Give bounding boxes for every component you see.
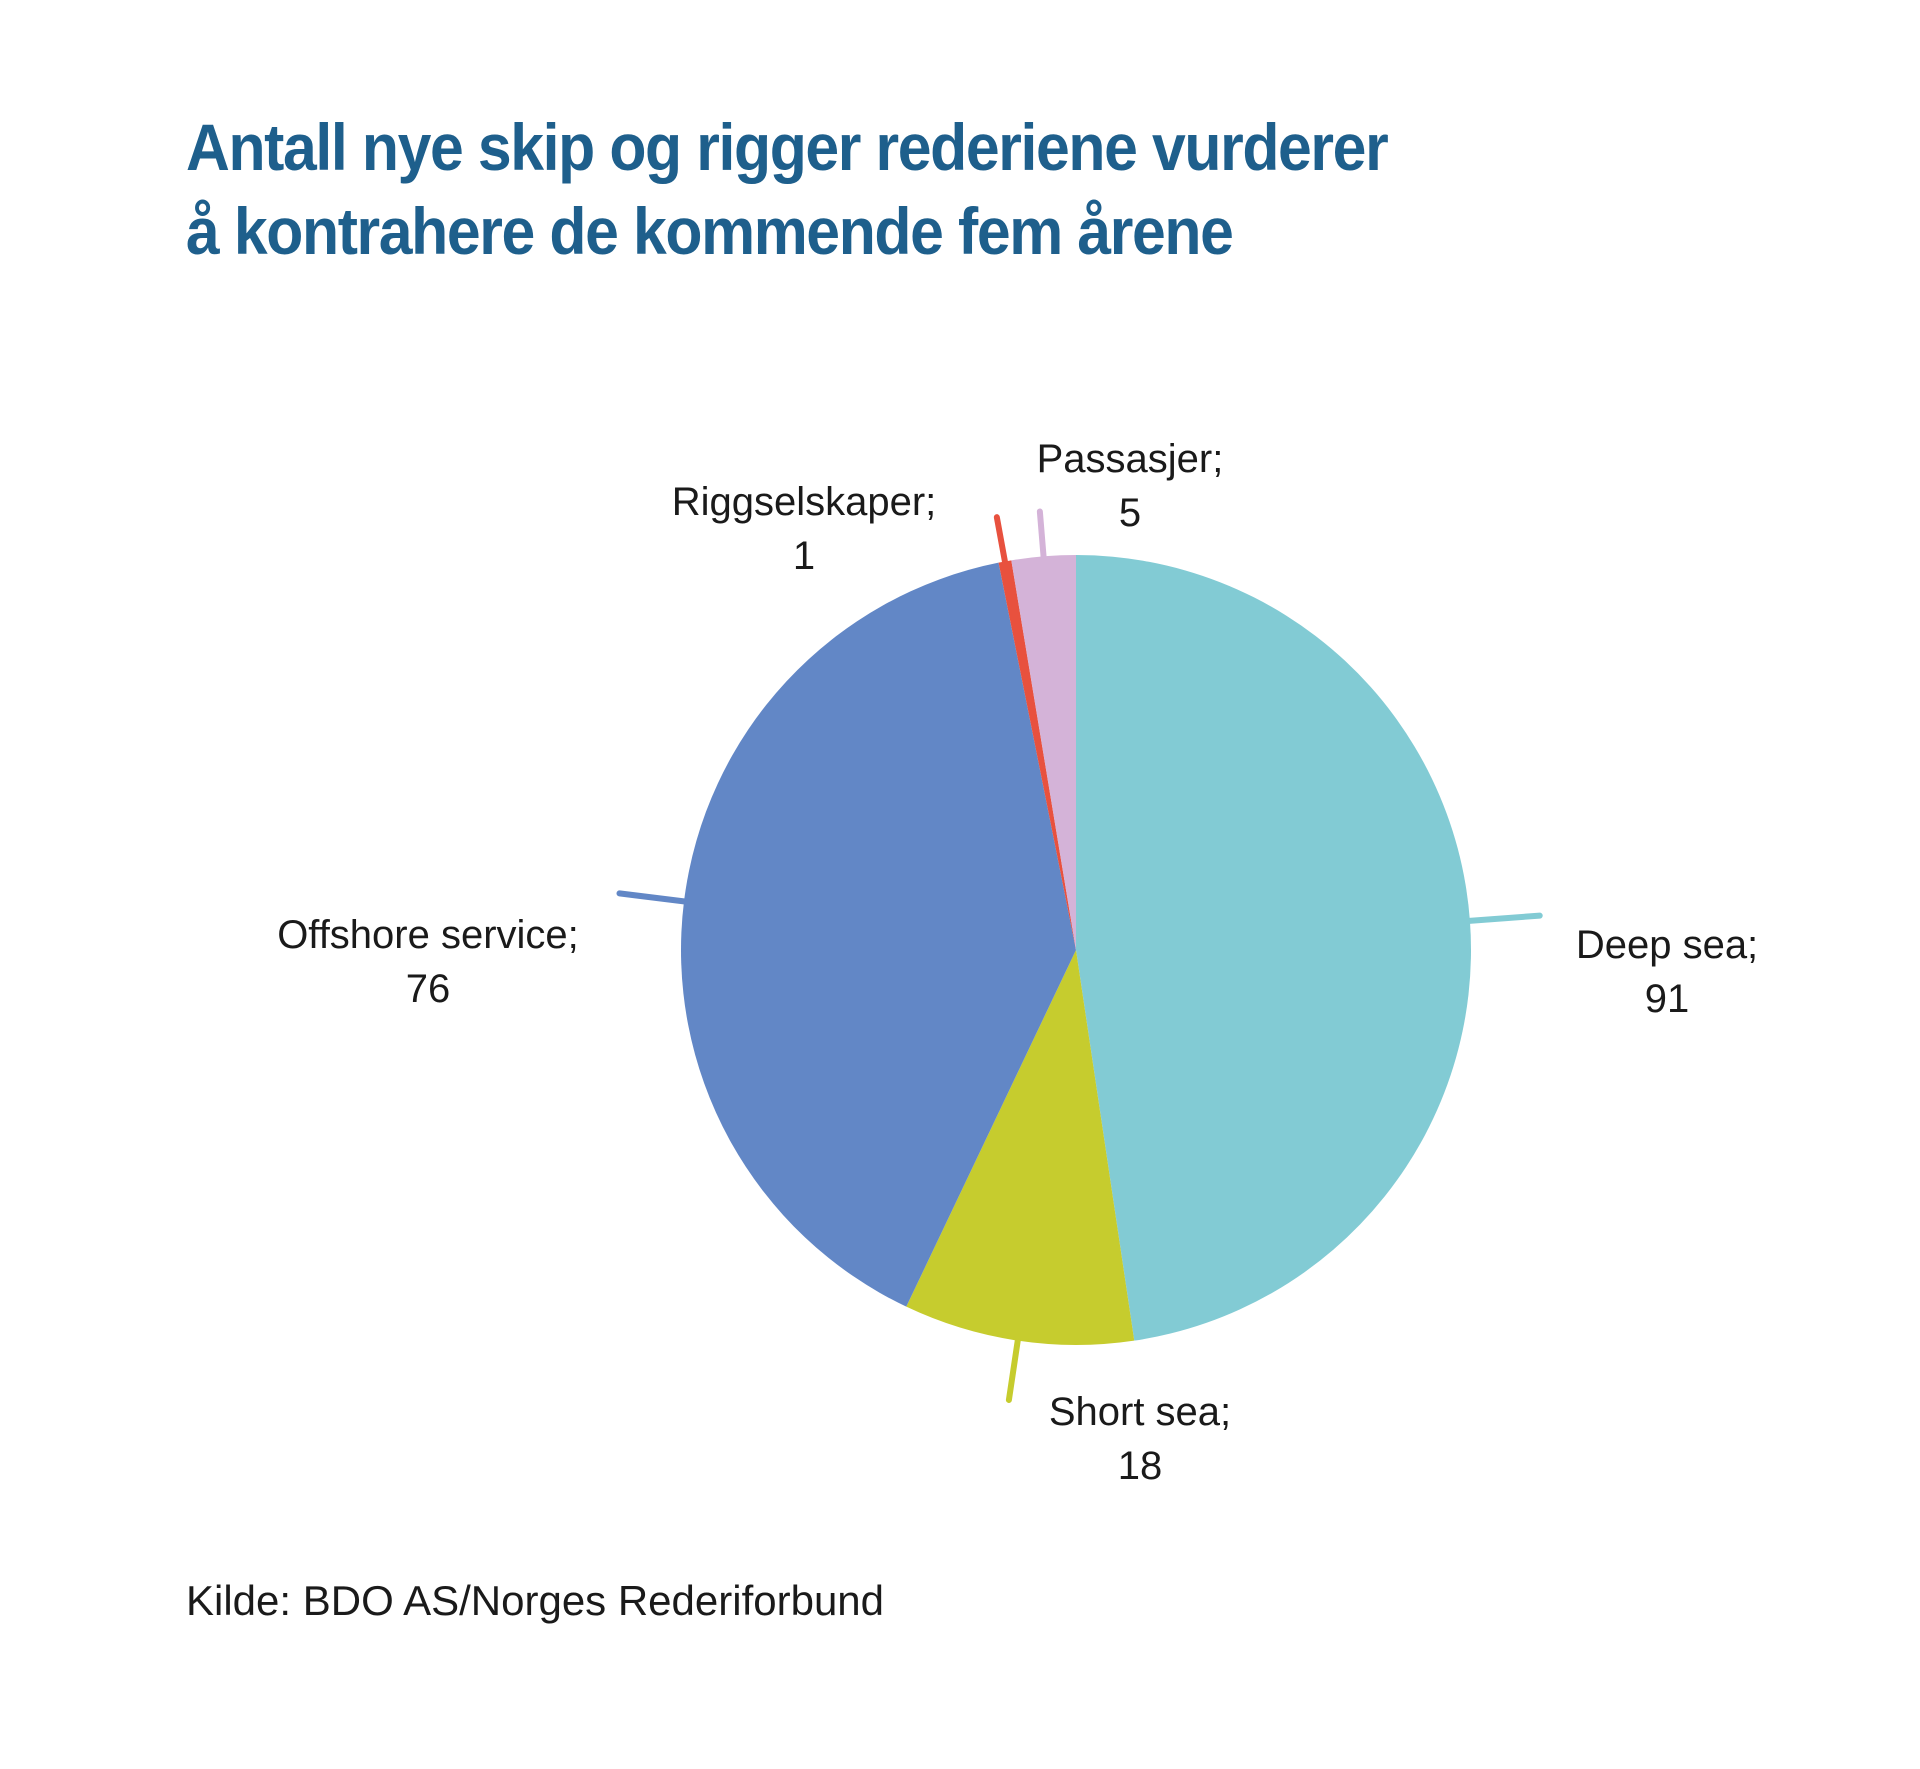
pie-slice-offshore-service [680,562,1076,1307]
slice-value-deep-sea: 91 [1645,977,1690,1021]
chart-title: Antall nye skip og rigger rederiene vurd… [186,105,1566,273]
pie-slice-riggselskaper [998,560,1076,950]
slice-label-offshore-service: Offshore service; [277,913,579,957]
leader-line-riggselskaper [993,514,1009,569]
slice-value-riggselskaper: 1 [793,534,815,578]
leader-line-offshore-service [616,890,691,905]
leader-lines [616,508,1543,1404]
pie-slices [680,555,1472,1345]
slice-label-deep-sea: Deep sea; [1576,923,1758,967]
slice-value-short-sea: 18 [1118,1444,1163,1488]
slice-value-passasjer: 5 [1119,491,1141,535]
source-note: Kilde: BDO AS/Norges Rederiforbund [186,1577,885,1624]
leader-line-deep-sea [1462,912,1543,925]
slice-label-short-sea: Short sea; [1049,1390,1231,1434]
pie-slice-short-sea [906,950,1135,1345]
chart-title-line-2: å kontrahere de kommende fem årene [186,194,1234,268]
slice-label-riggselskaper: Riggselskaper; [672,480,937,524]
pie-slice-deep-sea [1076,555,1472,1341]
chart-title-line-1: Antall nye skip og rigger rederiene vurd… [186,110,1389,184]
pie-slice-passasjer [1011,555,1076,950]
leader-line-short-sea [1005,1333,1022,1404]
slice-labels: Deep sea; 91 Short sea; 18 Offshore service;… [277,437,1758,1488]
leader-line-passasjer [1036,508,1047,564]
slice-value-offshore-service: 76 [406,967,451,1011]
slice-label-passasjer: Passasjer; [1037,437,1224,481]
